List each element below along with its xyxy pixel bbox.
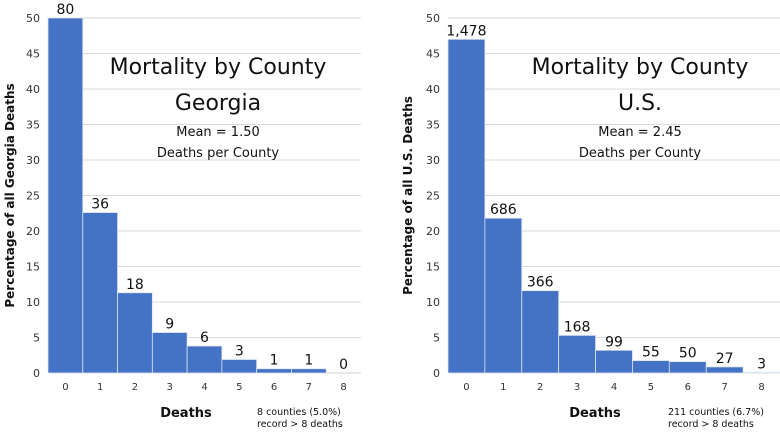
mean-annotation: Mean = 2.45 xyxy=(598,125,682,140)
data-label: 3 xyxy=(235,344,244,360)
bar-7 xyxy=(705,366,744,374)
footnote-line: record > 8 deaths xyxy=(668,419,754,430)
y-tick-label: 5 xyxy=(33,332,40,345)
x-tick-label: 3 xyxy=(574,382,580,393)
data-label: 6 xyxy=(200,330,209,346)
bar-7 xyxy=(291,368,327,374)
bar-5 xyxy=(632,360,670,374)
x-tick-label: 7 xyxy=(306,382,312,393)
bar-6 xyxy=(668,361,707,374)
x-tick-label: 0 xyxy=(62,382,68,393)
bar-1 xyxy=(484,217,523,374)
y-tick-label: 30 xyxy=(426,154,440,167)
x-tick-label: 7 xyxy=(721,382,727,393)
data-label: 50 xyxy=(679,346,697,362)
chart-subtitle: Georgia xyxy=(175,91,261,116)
data-label: 36 xyxy=(91,197,109,213)
bar-4 xyxy=(595,349,633,374)
x-tick-label: 6 xyxy=(271,382,277,393)
bar-4 xyxy=(186,345,223,374)
y-tick-label: 45 xyxy=(26,48,40,61)
chart-subtitle: U.S. xyxy=(618,91,662,116)
x-tick-label: 6 xyxy=(685,382,691,393)
data-label: 27 xyxy=(716,351,734,367)
x-tick-label: 2 xyxy=(132,382,138,393)
x-tick-label: 3 xyxy=(167,382,173,393)
y-tick-label: 30 xyxy=(26,154,40,167)
bar-3 xyxy=(558,334,596,374)
x-tick-label: 4 xyxy=(611,382,617,393)
bar-2 xyxy=(117,292,153,374)
y-tick-label: 15 xyxy=(26,261,40,274)
x-tick-label: 1 xyxy=(500,382,506,393)
bar-8 xyxy=(742,371,780,374)
y-tick-label: 40 xyxy=(26,83,40,96)
data-label: 0 xyxy=(339,357,348,373)
mean-annotation: Mean = 1.50 xyxy=(176,125,260,140)
footnote-line: 8 counties (5.0%) xyxy=(257,407,341,418)
y-tick-label: 20 xyxy=(426,225,440,238)
bar-3 xyxy=(151,332,188,374)
bar-6 xyxy=(256,368,292,374)
y-tick-label: 35 xyxy=(26,119,40,132)
x-tick-label: 8 xyxy=(340,382,346,393)
chart-title: Mortality by County xyxy=(532,55,749,80)
x-axis-label: Deaths xyxy=(569,406,621,421)
y-tick-label: 0 xyxy=(33,367,40,380)
data-label: 686 xyxy=(490,202,517,218)
y-tick-label: 25 xyxy=(26,190,40,203)
x-tick-label: 1 xyxy=(97,382,103,393)
y-axis-label: Percentage of all U.S. Deaths xyxy=(401,96,415,295)
y-tick-label: 35 xyxy=(426,119,440,132)
bar-0 xyxy=(447,38,486,374)
y-tick-label: 20 xyxy=(26,225,40,238)
data-label: 366 xyxy=(527,275,554,291)
data-label: 9 xyxy=(165,317,174,333)
y-axis-label: Percentage of all Georgia Deaths xyxy=(3,83,17,307)
chart-panel-1: 051015202530354045501,478068613662168399… xyxy=(401,12,780,430)
x-tick-label: 5 xyxy=(236,382,242,393)
bar-5 xyxy=(221,359,258,374)
data-label: 55 xyxy=(642,345,660,361)
x-tick-label: 0 xyxy=(463,382,469,393)
data-label: 3 xyxy=(757,356,766,372)
data-label: 80 xyxy=(56,2,74,18)
y-tick-label: 45 xyxy=(426,48,440,61)
x-tick-label: 5 xyxy=(648,382,654,393)
mean-annotation-unit: Deaths per County xyxy=(157,146,280,161)
data-label: 99 xyxy=(605,334,623,350)
y-tick-label: 0 xyxy=(433,367,440,380)
chart-panel-0: 0510152025303540455080036118293643516170… xyxy=(3,2,361,430)
data-label: 1 xyxy=(304,353,313,369)
bar-0 xyxy=(47,17,84,374)
x-axis-label: Deaths xyxy=(160,406,212,421)
data-label: 18 xyxy=(126,277,144,293)
data-label: 1 xyxy=(270,353,279,369)
y-tick-label: 40 xyxy=(426,83,440,96)
y-tick-label: 15 xyxy=(426,261,440,274)
data-label: 1,478 xyxy=(446,23,486,39)
x-tick-label: 4 xyxy=(201,382,207,393)
mean-annotation-unit: Deaths per County xyxy=(579,146,702,161)
y-tick-label: 10 xyxy=(26,296,40,309)
footnote-line: 211 counties (6.7%) xyxy=(668,407,764,418)
bar-2 xyxy=(521,290,560,374)
y-tick-label: 25 xyxy=(426,190,440,203)
chart-title: Mortality by County xyxy=(110,55,327,80)
x-tick-label: 2 xyxy=(537,382,543,393)
y-tick-label: 5 xyxy=(433,332,440,345)
y-tick-label: 50 xyxy=(26,12,40,25)
x-tick-label: 8 xyxy=(758,382,764,393)
y-tick-label: 10 xyxy=(426,296,440,309)
footnote-line: record > 8 deaths xyxy=(257,419,343,430)
data-label: 168 xyxy=(564,319,591,335)
y-tick-label: 50 xyxy=(426,12,440,25)
bar-1 xyxy=(82,212,118,374)
